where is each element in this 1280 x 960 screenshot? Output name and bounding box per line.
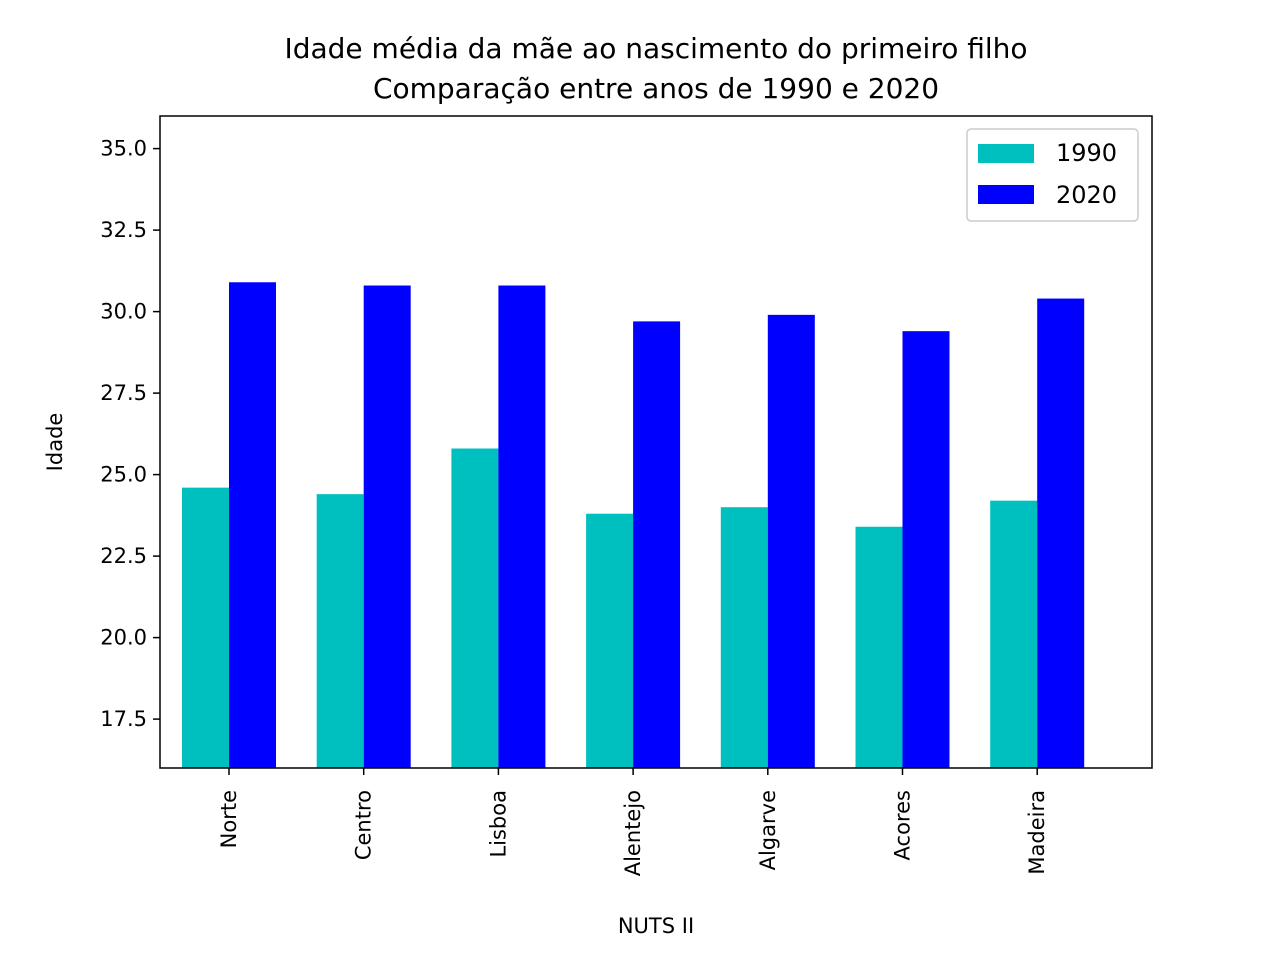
plot-frame bbox=[159, 115, 1153, 769]
bar-norte-2020 bbox=[229, 282, 276, 768]
y-axis-label: Idade bbox=[43, 413, 67, 472]
bar-alentejo-1990 bbox=[586, 513, 634, 768]
x-tick-label: Centro bbox=[352, 790, 376, 860]
legend-swatch-2020 bbox=[978, 185, 1034, 204]
bar-lisboa-1990 bbox=[451, 448, 499, 768]
legend-swatch-1990 bbox=[978, 144, 1034, 163]
y-tick-label: 32.5 bbox=[100, 218, 147, 242]
chart-title: Idade média da mãe ao nascimento do prim… bbox=[284, 32, 1027, 65]
bar-centro-2020 bbox=[363, 285, 411, 768]
y-tick-label: 25.0 bbox=[100, 463, 147, 487]
legend: 1990 2020 bbox=[966, 128, 1139, 222]
y-tick-label: 22.5 bbox=[100, 544, 147, 568]
bar-acores-1990 bbox=[855, 526, 903, 768]
bar-alentejo-2020 bbox=[633, 321, 681, 768]
x-tick-label: Acores bbox=[891, 790, 915, 860]
x-axis-label: NUTS II bbox=[618, 914, 694, 938]
y-axis: 17.5 20.0 22.5 25.0 27.5 30.0 32.5 35.0 bbox=[100, 137, 160, 731]
bar-algarve-2020 bbox=[767, 314, 815, 768]
y-tick-label: 35.0 bbox=[100, 137, 147, 161]
bar-algarve-1990 bbox=[720, 507, 768, 768]
x-tick-label: Lisboa bbox=[486, 790, 510, 858]
x-axis: Norte Centro Lisboa Alentejo Algarve Acores Ma… bbox=[217, 768, 1049, 876]
y-tick-label: 17.5 bbox=[100, 707, 147, 731]
bar-centro-1990 bbox=[316, 494, 364, 768]
x-tick-label: Norte bbox=[217, 790, 241, 848]
bar-lisboa-2020 bbox=[498, 285, 546, 768]
bar-madeira-2020 bbox=[1037, 298, 1085, 768]
y-tick-label: 30.0 bbox=[100, 300, 147, 324]
bar-acores-2020 bbox=[902, 331, 950, 768]
legend-label-1990: 1990 bbox=[1056, 139, 1117, 167]
bar-norte-1990 bbox=[182, 487, 229, 768]
legend-label-2020: 2020 bbox=[1056, 181, 1117, 209]
x-tick-label: Alentejo bbox=[621, 790, 645, 876]
bar-madeira-1990 bbox=[990, 500, 1038, 768]
y-tick-label: 20.0 bbox=[100, 626, 147, 650]
x-tick-label: Algarve bbox=[756, 790, 780, 870]
bars-group bbox=[182, 282, 1085, 768]
y-tick-label: 27.5 bbox=[100, 381, 147, 405]
x-tick-label: Madeira bbox=[1025, 790, 1049, 875]
chart-subtitle: Comparação entre anos de 1990 e 2020 bbox=[373, 72, 939, 105]
